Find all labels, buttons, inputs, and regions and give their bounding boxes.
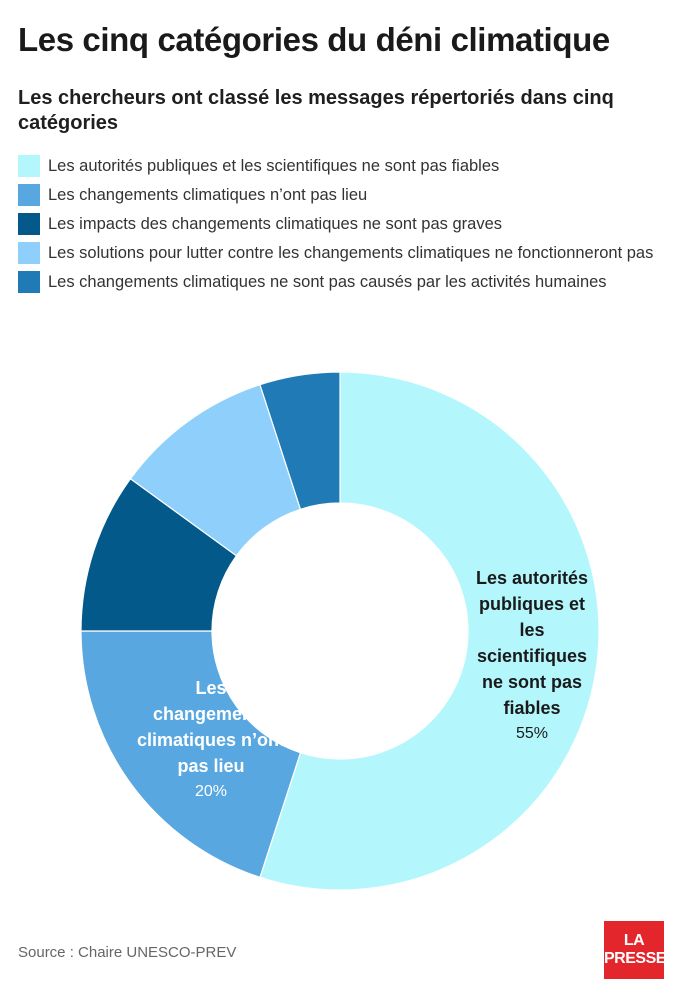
legend-swatch — [18, 271, 40, 293]
donut-slice — [80, 630, 302, 879]
chart-title: Les cinq catégories du déni climatique — [18, 21, 610, 58]
legend-swatch — [18, 213, 40, 235]
slice-value-label: 20% — [195, 783, 227, 800]
legend-label: Les solutions pour lutter contre les cha… — [48, 244, 654, 262]
donut-slice — [259, 371, 341, 511]
legend-label: Les changements climatiques n’ont pas li… — [48, 186, 368, 204]
legend-swatch — [18, 155, 40, 177]
legend-item: Les changements climatiques n’ont pas li… — [18, 183, 668, 207]
slice-label: Les changements climatiques n’ont pas lieu — [137, 678, 285, 776]
legend-item: Les solutions pour lutter contre les cha… — [18, 241, 668, 265]
logo-line: LA — [623, 932, 645, 949]
legend-label: Les impacts des changements climatiques … — [48, 215, 502, 233]
legend-swatch — [18, 242, 40, 264]
legend-item: Les changements climatiques ne sont pas … — [18, 270, 668, 294]
legend-swatch — [18, 184, 40, 206]
source-note: Source : Chaire UNESCO-PREV — [18, 944, 237, 961]
legend-item: Les impacts des changements climatiques … — [18, 212, 668, 236]
legend-label: Les changements climatiques ne sont pas … — [48, 273, 607, 291]
chart-subtitle: Les chercheurs ont classé les messages r… — [18, 87, 614, 134]
donut-slice — [259, 371, 600, 891]
la-presse-logo: LA PRESSE — [604, 921, 666, 979]
legend-label: Les autorités publiques et les scientifi… — [48, 157, 500, 175]
legend: Les autorités publiques et les scientifi… — [18, 154, 668, 299]
slice-value-label: 55% — [516, 725, 548, 742]
legend-item: Les autorités publiques et les scientifi… — [18, 154, 668, 178]
slice-label: Les autorités publiques et les scientifique… — [476, 568, 588, 718]
logo-line: PRESSE — [604, 950, 666, 967]
